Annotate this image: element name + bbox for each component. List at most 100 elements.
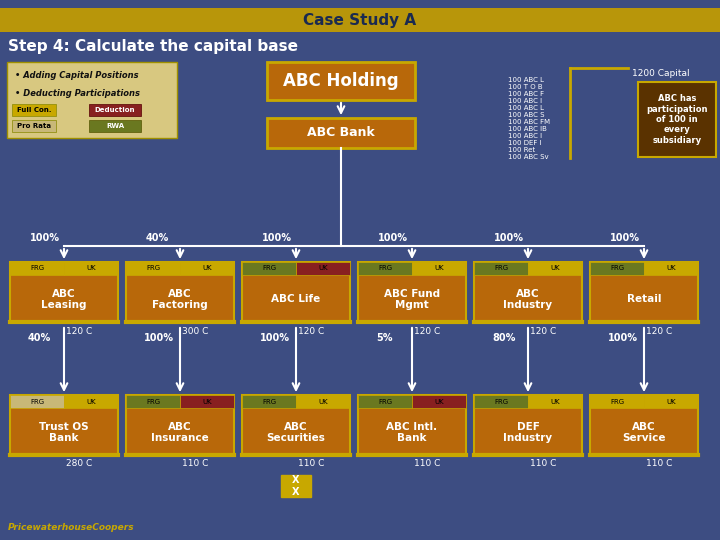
Text: 280 C: 280 C xyxy=(66,460,92,469)
Bar xyxy=(412,395,466,408)
Text: Retail: Retail xyxy=(626,294,661,305)
Text: 100 ABC L: 100 ABC L xyxy=(508,105,544,111)
Text: 100 ABC S: 100 ABC S xyxy=(508,112,544,118)
Text: 100 ABC L: 100 ABC L xyxy=(508,77,544,83)
Bar xyxy=(281,475,311,497)
Text: 100 DEF I: 100 DEF I xyxy=(508,140,541,146)
Text: 300 C: 300 C xyxy=(182,327,208,335)
Text: 120 C: 120 C xyxy=(298,327,324,335)
Bar xyxy=(412,262,466,275)
Text: 100%: 100% xyxy=(144,333,174,343)
Text: ABC Holding: ABC Holding xyxy=(283,72,399,90)
Bar xyxy=(267,62,415,100)
Text: FRG: FRG xyxy=(378,266,392,272)
Text: 100%: 100% xyxy=(378,233,408,243)
Text: Full Con.: Full Con. xyxy=(17,107,51,113)
Bar xyxy=(64,262,118,275)
Text: 110 C: 110 C xyxy=(298,460,325,469)
Text: 100 ABC Sv: 100 ABC Sv xyxy=(508,154,549,160)
Text: ABC Fund
Mgmt: ABC Fund Mgmt xyxy=(384,289,440,310)
Text: UK: UK xyxy=(86,399,96,404)
Text: Trust OS
Bank: Trust OS Bank xyxy=(39,422,89,443)
Text: UK: UK xyxy=(86,266,96,272)
Bar xyxy=(528,395,582,408)
Text: FRG: FRG xyxy=(146,266,160,272)
Text: FRG: FRG xyxy=(262,266,276,272)
Bar xyxy=(242,395,350,455)
Text: 100%: 100% xyxy=(260,333,290,343)
Text: 80%: 80% xyxy=(492,333,516,343)
Text: Step 4: Calculate the capital base: Step 4: Calculate the capital base xyxy=(8,38,298,53)
Text: ABC
Leasing: ABC Leasing xyxy=(41,289,86,310)
Text: FRG: FRG xyxy=(494,399,508,404)
Text: UK: UK xyxy=(434,266,444,272)
Bar xyxy=(126,395,180,408)
Bar xyxy=(242,262,350,322)
Text: 100 ABC FM: 100 ABC FM xyxy=(508,119,550,125)
Bar xyxy=(296,395,350,408)
Text: 100 Ret: 100 Ret xyxy=(508,147,535,153)
Text: • Deducting Participations: • Deducting Participations xyxy=(15,90,140,98)
Bar xyxy=(89,104,141,116)
Text: 100 T O B: 100 T O B xyxy=(508,84,543,90)
Bar xyxy=(126,395,234,455)
Text: • Adding Capital Positions: • Adding Capital Positions xyxy=(15,71,139,80)
Text: UK: UK xyxy=(550,399,560,404)
Bar xyxy=(242,395,296,408)
Text: 100%: 100% xyxy=(30,233,60,243)
Text: FRG: FRG xyxy=(262,399,276,404)
Bar xyxy=(296,262,350,275)
Bar xyxy=(474,395,582,455)
Bar xyxy=(590,262,644,275)
Text: ABC
Industry: ABC Industry xyxy=(503,289,552,310)
Text: 120 C: 120 C xyxy=(646,327,672,335)
Text: ABC
Service: ABC Service xyxy=(622,422,666,443)
Text: 120 C: 120 C xyxy=(66,327,92,335)
Bar xyxy=(590,395,698,455)
Bar xyxy=(644,262,698,275)
Text: 40%: 40% xyxy=(146,233,169,243)
Bar xyxy=(644,395,698,408)
Text: ABC has
participation
of 100 in
every
subsidiary: ABC has participation of 100 in every su… xyxy=(647,94,708,145)
Bar xyxy=(180,262,234,275)
Text: 1200 Capital: 1200 Capital xyxy=(632,70,690,78)
Text: 120 C: 120 C xyxy=(530,327,557,335)
Text: ABC
Factoring: ABC Factoring xyxy=(152,289,208,310)
Text: FRG: FRG xyxy=(610,399,624,404)
Text: ABC Bank: ABC Bank xyxy=(307,126,375,139)
Text: 100%: 100% xyxy=(608,333,638,343)
Bar xyxy=(10,395,64,408)
Bar xyxy=(474,262,528,275)
Text: UK: UK xyxy=(666,399,676,404)
Text: 110 C: 110 C xyxy=(182,460,208,469)
Bar xyxy=(590,395,644,408)
Text: Case Study A: Case Study A xyxy=(303,12,417,28)
Bar xyxy=(10,262,64,275)
Text: 110 C: 110 C xyxy=(646,460,672,469)
Text: 100 ABC I: 100 ABC I xyxy=(508,98,542,104)
Text: 110 C: 110 C xyxy=(414,460,441,469)
Bar xyxy=(64,395,118,408)
Bar xyxy=(638,82,716,157)
Text: 100 ABC IB: 100 ABC IB xyxy=(508,126,547,132)
Text: UK: UK xyxy=(434,399,444,404)
Text: PricewaterhouseCoopers: PricewaterhouseCoopers xyxy=(8,523,135,531)
Bar xyxy=(89,120,141,132)
Text: 100%: 100% xyxy=(610,233,640,243)
Text: ABC Intl.
Bank: ABC Intl. Bank xyxy=(387,422,438,443)
Bar xyxy=(358,262,412,275)
Text: Pro Rata: Pro Rata xyxy=(17,123,51,129)
Text: FRG: FRG xyxy=(378,399,392,404)
Bar xyxy=(358,395,412,408)
Text: UK: UK xyxy=(666,266,676,272)
Text: Deduction: Deduction xyxy=(95,107,135,113)
Text: UK: UK xyxy=(318,266,328,272)
Text: DEF
Industry: DEF Industry xyxy=(503,422,552,443)
Bar xyxy=(590,262,698,322)
Text: 5%: 5% xyxy=(376,333,392,343)
Text: 40%: 40% xyxy=(28,333,51,343)
Bar xyxy=(0,8,720,32)
Bar xyxy=(126,262,234,322)
Bar xyxy=(10,262,118,322)
Bar xyxy=(267,118,415,148)
